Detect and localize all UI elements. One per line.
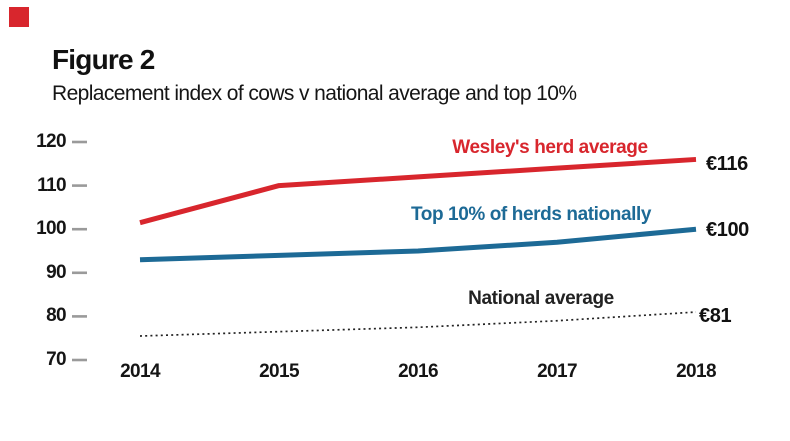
y-tick-label: 120 — [36, 131, 67, 152]
figure-label: Figure 2 — [52, 44, 155, 75]
y-tick-label: 110 — [37, 174, 66, 196]
series-line-0 — [139, 156, 697, 226]
end-value-wesleys-herd: €116 — [706, 153, 748, 175]
y-tick-label: 80 — [46, 305, 67, 327]
series-label-top-10-percent-herds: Top 10% of herds nationally — [410, 204, 652, 225]
chart-lines — [139, 156, 697, 337]
x-tick-label: 2016 — [398, 361, 438, 382]
figure-title: Replacement index of cows v national ave… — [52, 82, 577, 105]
y-axis-ticks — [72, 140, 87, 362]
series-line-2 — [139, 311, 697, 337]
x-tick-label: 2018 — [676, 361, 716, 382]
end-value-national-average: €81 — [699, 305, 732, 327]
end-value-top-10-percent: €100 — [706, 219, 749, 241]
series-label-wesleys-herd-average: Wesley's herd average — [452, 137, 648, 158]
x-tick-label: 2014 — [120, 361, 160, 382]
y-tick-label: 100 — [36, 218, 67, 240]
series-line-1 — [139, 226, 697, 263]
y-tick-label: 70 — [46, 349, 67, 370]
series-label-national-average: National average — [468, 288, 614, 309]
red-corner-marker — [9, 7, 29, 27]
x-tick-label: 2017 — [537, 361, 577, 382]
y-tick-label: 90 — [46, 261, 67, 283]
x-tick-label: 2015 — [259, 361, 299, 382]
